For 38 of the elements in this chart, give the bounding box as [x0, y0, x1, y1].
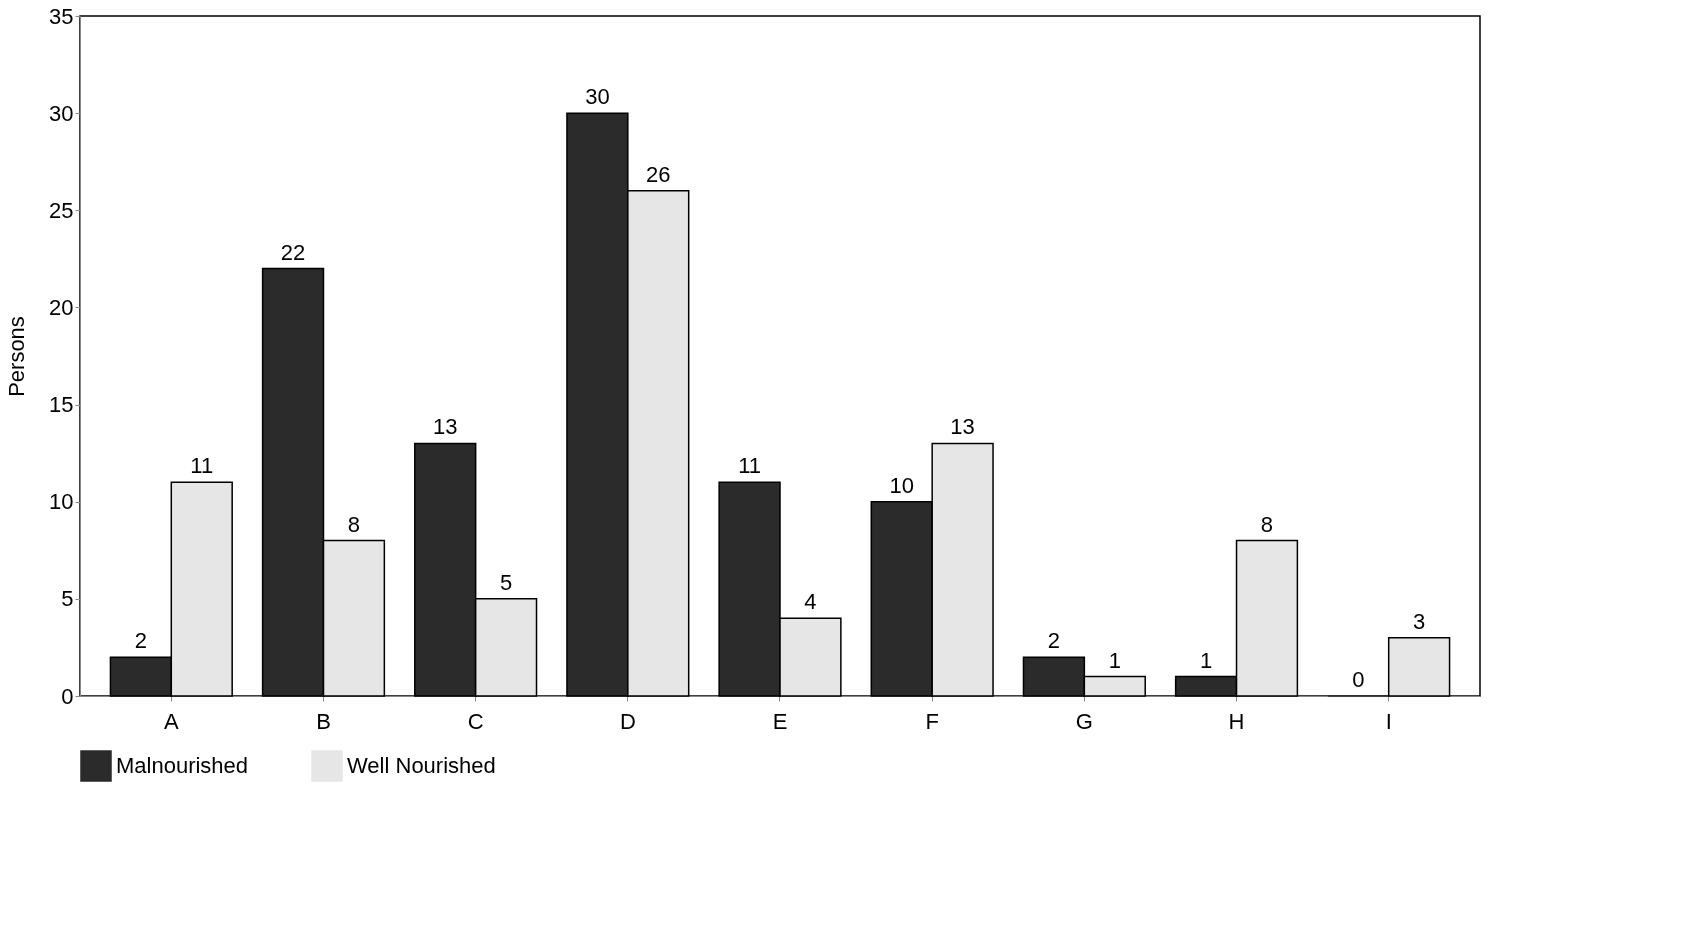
x-tick-label: F [925, 708, 939, 734]
data-label: 11 [738, 453, 761, 479]
data-label: 2 [134, 628, 147, 654]
y-tick-label: 35 [49, 3, 74, 29]
data-label: 8 [1260, 511, 1274, 537]
legend-label: Well Nourished [347, 753, 496, 778]
legend-label: Malnourished [116, 753, 249, 778]
y-tick-label: 20 [49, 294, 74, 320]
x-tick-label: D [619, 708, 636, 734]
data-label: 2 [1047, 628, 1061, 654]
y-tick-label: 25 [49, 197, 74, 223]
y-tick-label: 15 [49, 392, 74, 418]
y-tick-label: 30 [49, 100, 74, 126]
x-tick-label: I [1385, 708, 1392, 734]
data-label: 22 [280, 239, 306, 265]
y-tick-label: 10 [49, 489, 74, 515]
data-label: 13 [432, 414, 458, 440]
y-tick-label: 0 [61, 683, 74, 709]
x-tick-label: H [1228, 708, 1245, 734]
data-label: 0 [1352, 667, 1365, 692]
data-label: 4 [804, 589, 817, 615]
y-axis-title: Persons [4, 316, 30, 397]
data-label: 26 [646, 161, 671, 187]
data-label: 10 [889, 472, 914, 498]
data-label: 1 [1108, 647, 1121, 673]
x-tick-label: A [163, 708, 179, 734]
data-label: 3 [1413, 608, 1426, 634]
data-label: 8 [347, 511, 361, 537]
y-tick-label: 5 [61, 586, 74, 612]
data-label: 5 [499, 569, 513, 595]
x-tick-label: E [772, 708, 788, 734]
x-tick-label: C [467, 708, 484, 734]
data-label: 13 [950, 414, 975, 440]
data-label: 30 [585, 84, 610, 110]
x-tick-label: B [316, 708, 331, 734]
data-label: 1 [1199, 647, 1213, 673]
x-tick-label: G [1075, 708, 1093, 734]
data-label: 11 [190, 453, 214, 479]
